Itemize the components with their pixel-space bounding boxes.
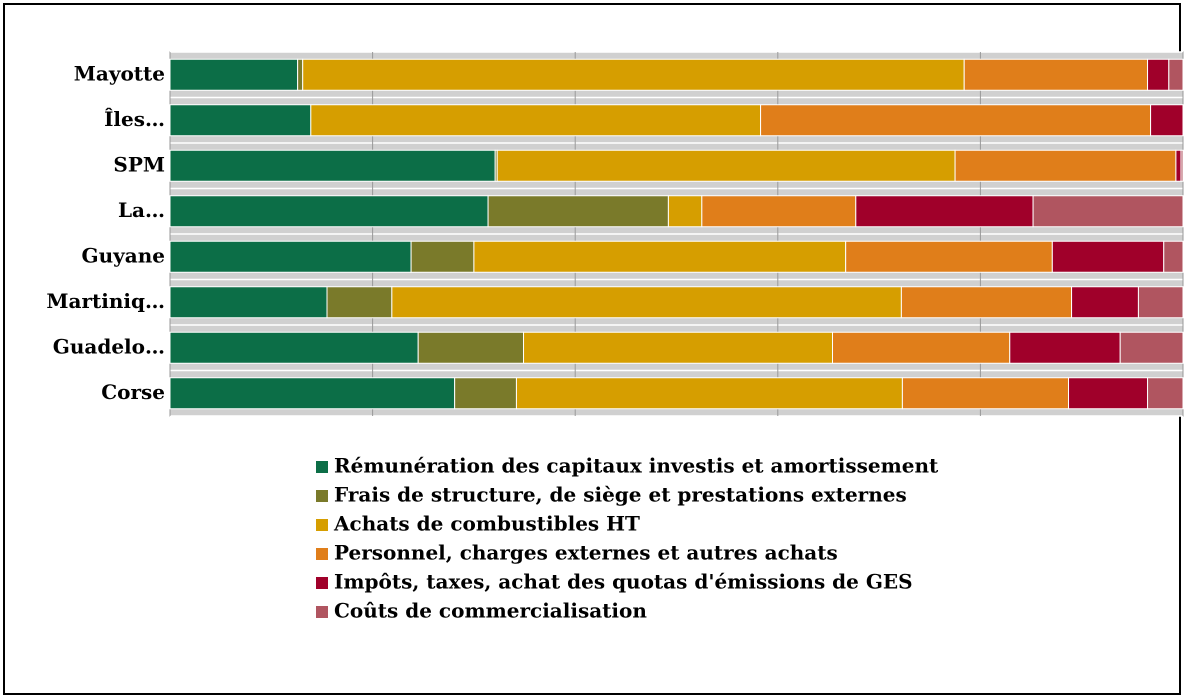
bar-segment <box>473 240 847 273</box>
bar-segment <box>169 149 496 182</box>
bar-segment <box>901 377 1070 410</box>
bar-segment <box>1032 195 1184 228</box>
legend-swatch <box>316 461 328 473</box>
bar-segment <box>417 331 525 364</box>
bar-segment <box>1175 149 1182 182</box>
category-label: Îles… <box>104 107 165 131</box>
bar-segment <box>515 377 903 410</box>
bar-segment <box>701 195 857 228</box>
bar-segment <box>845 240 1053 273</box>
category-label: Mayotte <box>74 61 165 85</box>
legend-label: Coûts de commercialisation <box>334 599 647 623</box>
bar-segment <box>169 104 312 137</box>
bar-segment <box>1051 240 1165 273</box>
bar-segment <box>832 331 1011 364</box>
bar-segment <box>297 58 304 91</box>
legend-swatch <box>316 577 328 589</box>
bar-segment <box>1168 58 1184 91</box>
legend-swatch <box>316 490 328 502</box>
legend-swatch <box>316 519 328 531</box>
bar-segment <box>169 240 412 273</box>
legend-label: Frais de structure, de siège et prestati… <box>334 483 907 507</box>
bar-segment <box>963 58 1149 91</box>
legend-label: Personnel, charges externes et autres ac… <box>334 541 838 565</box>
category-label: Guyane <box>82 243 165 267</box>
bar-segment <box>1009 331 1121 364</box>
bar-segment <box>302 58 965 91</box>
bar-segment <box>169 331 419 364</box>
bar-segment <box>1163 240 1184 273</box>
bar-segment <box>391 286 902 319</box>
bar-segment <box>1071 286 1139 319</box>
bar-segment <box>1150 104 1184 137</box>
bar-segment <box>169 58 299 91</box>
bar-segment <box>900 286 1073 319</box>
bar-segment <box>310 104 762 137</box>
bar-segment <box>760 104 1152 137</box>
bar-segment <box>954 149 1177 182</box>
bar-segment <box>169 286 328 319</box>
category-label: Guadelo… <box>53 334 165 358</box>
bar-segment <box>487 195 669 228</box>
category-label: SPM <box>113 152 165 176</box>
legend-label: Impôts, taxes, achat des quotas d'émissi… <box>334 570 913 594</box>
category-label: La… <box>118 198 165 222</box>
bar-segment <box>169 195 489 228</box>
category-label: Martiniq… <box>46 289 165 313</box>
category-label: Corse <box>101 380 165 404</box>
bar-segment <box>496 149 956 182</box>
bar-segment <box>1147 377 1184 410</box>
bar-segment <box>1180 149 1184 182</box>
bar-segment <box>855 195 1034 228</box>
legend-label: Rémunération des capitaux investis et am… <box>334 454 939 478</box>
bar-segment <box>1137 286 1184 319</box>
bar-segment <box>667 195 703 228</box>
bar-segment <box>1147 58 1170 91</box>
legend-label: Achats de combustibles HT <box>333 512 640 536</box>
bar-segment <box>326 286 393 319</box>
bar-segment <box>523 331 834 364</box>
bar-segment <box>169 377 456 410</box>
legend-swatch <box>316 606 328 618</box>
bar-segment <box>1119 331 1184 364</box>
bar-segment <box>410 240 475 273</box>
legend-swatch <box>316 548 328 560</box>
bar-segment <box>454 377 517 410</box>
bar-segment <box>1068 377 1149 410</box>
